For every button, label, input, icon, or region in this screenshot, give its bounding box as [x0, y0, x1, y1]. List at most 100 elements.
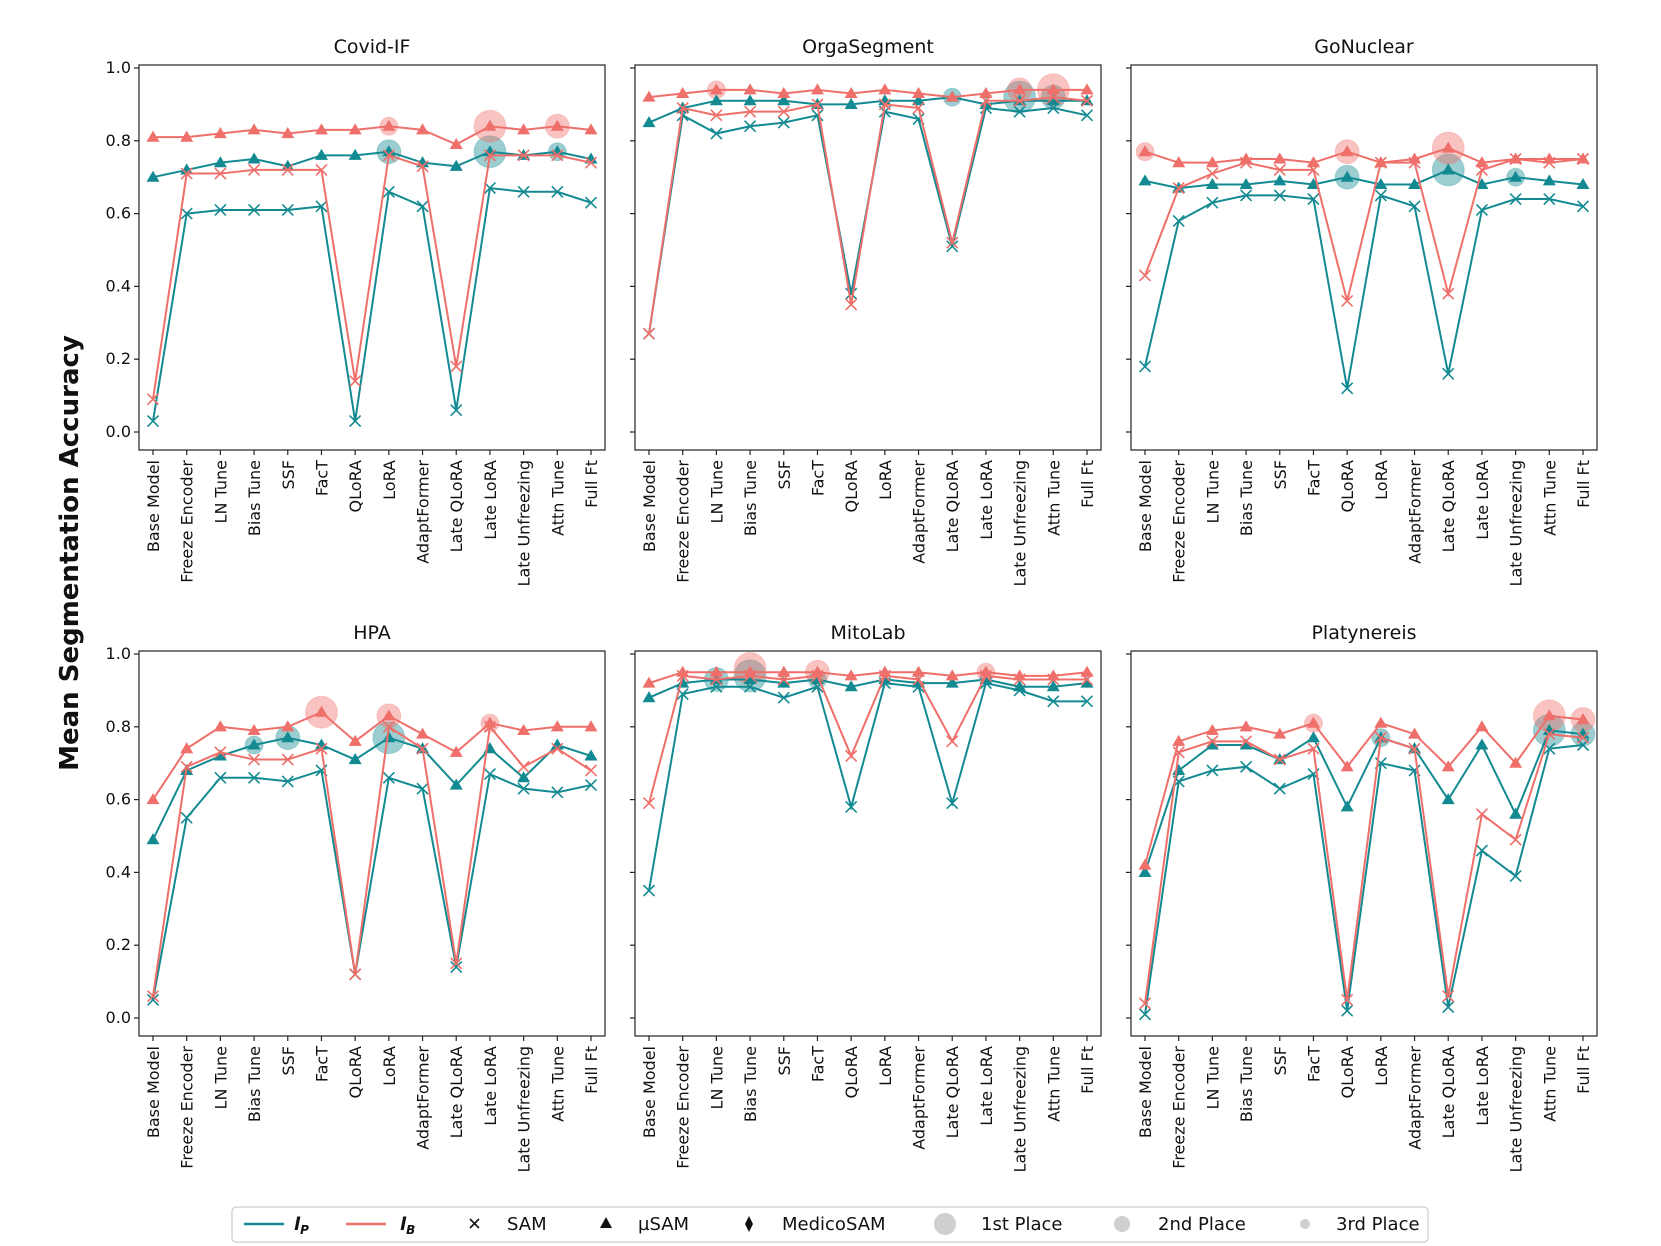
x-tick-label: Bias Tune	[245, 1046, 264, 1122]
legend-label-lp: lP	[294, 1214, 309, 1237]
point-lp-sam	[1205, 738, 1219, 750]
x-tick-label: Late Unfreezing	[1011, 1046, 1030, 1172]
point-lb-sam	[777, 86, 791, 99]
plot-frame	[1130, 64, 1598, 451]
x-tick-label: Full Ft	[1574, 460, 1593, 508]
point-lb-sam	[348, 734, 362, 746]
x-tick-label: Freeze Encoder	[178, 1046, 197, 1169]
point-lp-sam	[281, 775, 294, 788]
point-lp-sam	[584, 778, 598, 792]
point-lb-sam	[247, 723, 261, 735]
point-lp-sam	[450, 960, 463, 974]
y-tick-label: 0.0	[106, 422, 131, 441]
point-lp-sam	[1273, 782, 1286, 795]
y-tick-label: 0.0	[106, 1008, 131, 1027]
point-cross-stroke	[946, 236, 959, 249]
point-cross-stroke	[450, 360, 463, 373]
legend-third-place-icon	[1300, 1219, 1310, 1229]
point-cross-stroke	[1442, 367, 1455, 380]
x-tick-label: Base Model	[1136, 460, 1155, 552]
x-tick-label: Late QLoRA	[943, 460, 962, 552]
point-cross-stroke	[1240, 760, 1253, 773]
point-cross-stroke	[584, 764, 598, 777]
point-lb-sam	[1239, 720, 1253, 732]
point-cross-stroke	[551, 742, 564, 755]
point-cross-stroke	[146, 415, 160, 428]
point-lp-sam	[777, 676, 791, 688]
point-lb-sam	[810, 665, 824, 677]
series-line-lb-sam	[1144, 147, 1583, 164]
legend-cross-icon	[469, 1218, 480, 1229]
x-tick-label: Bias Tune	[1237, 1046, 1256, 1122]
x-tick-label: Bias Tune	[741, 1046, 760, 1122]
x-tick-label: FacT	[312, 460, 331, 496]
point-lp-sam	[1542, 723, 1556, 735]
x-tick-label: Late LoRA	[1473, 460, 1492, 540]
point-lp-sam	[281, 731, 295, 743]
point-lb-sam	[1138, 858, 1152, 870]
point-lp-sam	[416, 200, 429, 213]
point-cross-stroke	[214, 771, 227, 784]
point-lp-sam	[584, 749, 598, 761]
point-lb-sam	[1542, 709, 1556, 721]
point-lp-sam	[281, 159, 295, 171]
point-lp-sam	[550, 738, 564, 750]
y-tick-label: 0.8	[106, 131, 131, 150]
series-line-lp-sam	[1144, 729, 1584, 873]
legend-diamond-icon	[745, 1216, 753, 1232]
point-lb-sam	[1341, 294, 1354, 308]
point-cross-stroke	[551, 786, 564, 799]
point-cross-stroke	[180, 207, 193, 220]
point-lb-sam	[777, 665, 791, 677]
point-lb-sam	[450, 360, 463, 373]
point-cross-stroke	[1543, 192, 1556, 206]
point-cross-stroke	[517, 760, 530, 773]
point-cross-stroke	[946, 735, 959, 748]
point-cross-stroke	[382, 720, 395, 733]
point-lp-sam	[1475, 844, 1488, 857]
point-lb-sam	[1205, 723, 1219, 735]
point-cross-stroke	[878, 98, 891, 111]
x-tick-label: Full Ft	[1078, 1046, 1097, 1094]
point-lb-sam	[1442, 990, 1455, 1003]
x-tick-label: SSF	[1271, 1046, 1290, 1076]
y-axis-label: Mean Segmentation Accuracy	[55, 335, 85, 771]
series-line-lb-sam	[648, 671, 1088, 685]
point-lb-sam	[1172, 156, 1186, 168]
point-lp-sam	[1576, 200, 1590, 213]
point-cross-stroke	[1408, 742, 1421, 755]
subplot-title: MitoLab	[830, 622, 905, 644]
point-lp-sam	[248, 771, 261, 784]
x-tick-label: Late Unfreezing	[1011, 460, 1030, 586]
point-lp-sam	[844, 680, 858, 692]
point-lp-sam	[517, 771, 531, 783]
point-lb-sam	[743, 665, 757, 677]
point-cross-stroke	[1206, 764, 1219, 777]
point-lp-sam	[584, 196, 598, 209]
plot-frame	[634, 64, 1102, 451]
point-lp-sam	[1206, 196, 1219, 209]
point-lp-sam	[483, 742, 497, 754]
point-lp-sam	[1047, 695, 1060, 708]
point-lp-sam	[180, 811, 193, 824]
legend-label-third-place: 3rd Place	[1336, 1214, 1420, 1235]
point-lb-sam	[1442, 287, 1455, 300]
x-tick-label: Attn Tune	[1540, 460, 1559, 536]
point-lp-sam	[449, 778, 463, 790]
point-cross-stroke	[1240, 735, 1253, 748]
point-cross-stroke	[1273, 782, 1286, 795]
point-lp-sam	[314, 738, 328, 750]
point-lp-sam	[912, 94, 926, 106]
point-lb-sam	[1340, 760, 1354, 772]
x-tick-label: Late LoRA	[481, 460, 500, 540]
point-lb-sam	[1046, 83, 1060, 95]
point-cross-stroke	[214, 746, 227, 759]
legend-label-usam: µSAM	[638, 1214, 689, 1235]
point-cross-stroke	[912, 112, 925, 126]
point-cross-stroke	[1341, 993, 1354, 1006]
x-tick-label: LoRA	[380, 1046, 399, 1086]
legend-frame	[231, 1206, 1429, 1243]
point-lp-sam	[1239, 738, 1253, 750]
point-lb-sam	[416, 123, 430, 135]
point-lb-sam	[248, 163, 261, 176]
